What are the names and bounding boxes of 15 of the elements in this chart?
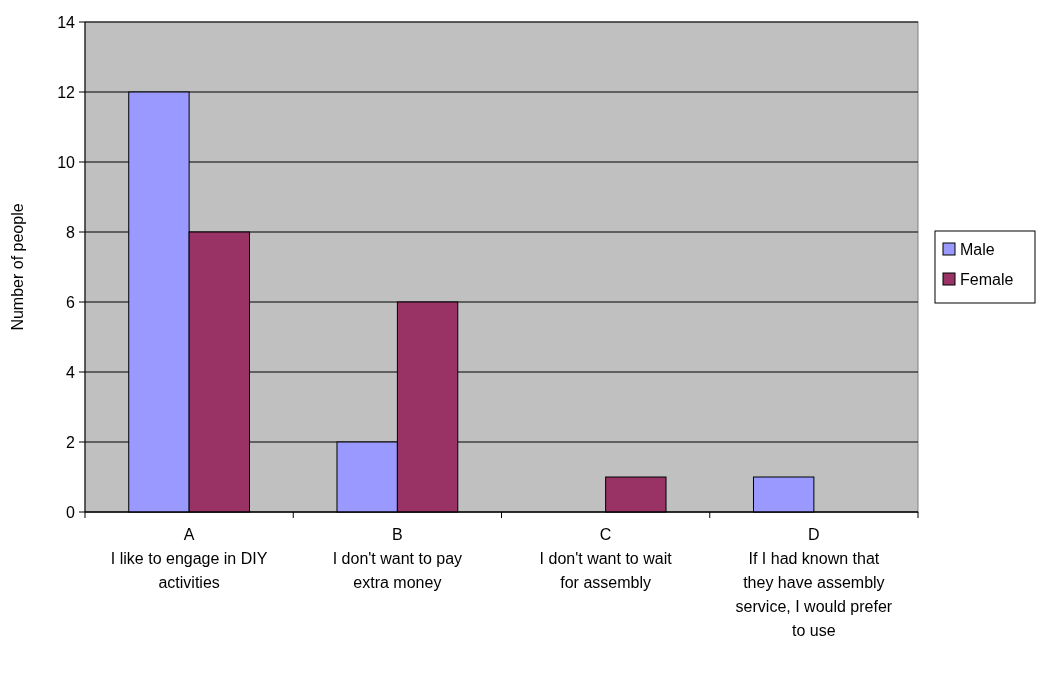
y-tick-label: 12: [57, 83, 76, 101]
x-tick-label: C I don't want to wait for assembly: [539, 526, 673, 591]
y-tick-label: 0: [66, 503, 76, 521]
y-tick-label: 14: [57, 13, 76, 31]
y-axis-title: Number of people: [9, 203, 26, 331]
x-tick-label: D If I had known that they have assembly service, I would prefer to use: [735, 526, 893, 639]
y-tick-label: 8: [66, 223, 76, 241]
y-tick-label: 10: [57, 153, 76, 171]
y-tick-label: 4: [66, 363, 76, 381]
x-tick-label: B I don't want to pay extra money: [332, 526, 463, 591]
legend-label: Male: [960, 240, 995, 258]
y-tick-label: 2: [66, 433, 76, 451]
x-tick-label: A I like to engage in DIY activities: [110, 526, 268, 591]
y-tick-label: 6: [66, 293, 76, 311]
legend-label: Female: [960, 270, 1014, 288]
